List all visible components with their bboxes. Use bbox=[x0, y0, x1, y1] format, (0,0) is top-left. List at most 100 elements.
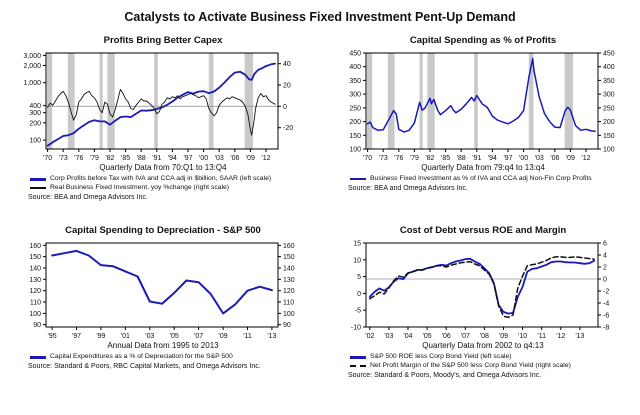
svg-text:'12: '12 bbox=[581, 155, 590, 162]
blue-line-swatch bbox=[30, 177, 46, 181]
svg-text:'02: '02 bbox=[365, 333, 374, 340]
svg-text:'88: '88 bbox=[137, 155, 146, 162]
source-note: Source: Standard & Poors, RBC Capital Ma… bbox=[28, 362, 261, 370]
svg-text:350: 350 bbox=[349, 78, 361, 85]
legend: Corp Profits before Tax with IVA and CCA… bbox=[30, 175, 320, 193]
svg-text:400: 400 bbox=[29, 103, 41, 110]
svg-text:'79: '79 bbox=[410, 155, 419, 162]
svg-text:250: 250 bbox=[603, 105, 615, 112]
source-note: Source: BEA and Omega Advisors Inc. bbox=[28, 193, 148, 201]
legend-label: S&P 500 ROE less Corp Bond Yield (left s… bbox=[370, 353, 512, 360]
chart-title-capex-pct-profits: Capital Spending as % of Profits bbox=[409, 35, 557, 46]
legend-item: Business Fixed Investment as % of IVA an… bbox=[350, 175, 640, 184]
svg-text:'85: '85 bbox=[121, 155, 130, 162]
xaxis-caption: Quarterly Data from 70:Q1 to 13:Q4 bbox=[99, 163, 227, 172]
svg-text:'06: '06 bbox=[442, 333, 451, 340]
svg-text:10: 10 bbox=[353, 257, 361, 264]
legend-item: Net Profit Margin of the S&P 500 less Co… bbox=[350, 362, 640, 371]
svg-text:'88: '88 bbox=[457, 155, 466, 162]
svg-text:140: 140 bbox=[29, 266, 41, 273]
svg-text:110: 110 bbox=[30, 300, 41, 307]
legend-item: Corp Profits before Tax with IVA and CCA… bbox=[30, 175, 320, 184]
svg-text:150: 150 bbox=[283, 254, 295, 261]
svg-text:'99: '99 bbox=[96, 333, 105, 340]
svg-text:450: 450 bbox=[349, 51, 361, 58]
svg-text:100: 100 bbox=[29, 311, 41, 318]
svg-text:90: 90 bbox=[33, 322, 41, 329]
svg-text:5: 5 bbox=[357, 274, 361, 281]
svg-text:'97: '97 bbox=[183, 155, 192, 162]
svg-text:'85: '85 bbox=[441, 155, 450, 162]
svg-text:350: 350 bbox=[603, 78, 615, 85]
svg-text:150: 150 bbox=[603, 133, 615, 140]
black-line-swatch bbox=[30, 187, 46, 190]
svg-text:100: 100 bbox=[349, 147, 361, 154]
svg-text:100: 100 bbox=[603, 147, 615, 154]
svg-text:'94: '94 bbox=[168, 155, 177, 162]
svg-text:400: 400 bbox=[603, 64, 615, 71]
svg-text:'70: '70 bbox=[43, 155, 52, 162]
svg-text:120: 120 bbox=[29, 288, 41, 295]
svg-text:'73: '73 bbox=[379, 155, 388, 162]
legend-label: Real Business Fixed Investment, yoy %cha… bbox=[50, 183, 230, 191]
legend: Capital Expenditures as a % of Depreciat… bbox=[30, 353, 320, 362]
source-note: Source: Standard & Poors, Moody's, and O… bbox=[348, 371, 542, 379]
blue-line-swatch bbox=[350, 355, 366, 359]
svg-text:'12: '12 bbox=[556, 333, 565, 340]
svg-text:'82: '82 bbox=[425, 155, 434, 162]
svg-text:'12: '12 bbox=[261, 155, 270, 162]
svg-text:120: 120 bbox=[283, 288, 295, 295]
svg-text:'73: '73 bbox=[59, 155, 68, 162]
svg-text:-2: -2 bbox=[603, 289, 609, 296]
svg-text:200: 200 bbox=[349, 119, 361, 126]
svg-text:3,000: 3,000 bbox=[23, 53, 41, 60]
svg-text:15: 15 bbox=[353, 241, 361, 248]
svg-text:'95: '95 bbox=[48, 333, 57, 340]
svg-text:150: 150 bbox=[29, 254, 41, 261]
svg-text:'11: '11 bbox=[243, 333, 252, 340]
panel-capex-pct-profits: Capital Spending as % of Profits 100 150 2… bbox=[320, 34, 640, 224]
svg-text:150: 150 bbox=[349, 133, 361, 140]
svg-text:'91: '91 bbox=[152, 155, 161, 162]
svg-text:'91: '91 bbox=[472, 155, 481, 162]
svg-text:0: 0 bbox=[283, 104, 287, 111]
svg-text:100: 100 bbox=[29, 138, 41, 145]
blue-line-swatch bbox=[30, 355, 46, 359]
svg-text:'07: '07 bbox=[461, 333, 470, 340]
legend-item: S&P 500 ROE less Corp Bond Yield (left s… bbox=[350, 353, 640, 362]
panel-cost-of-debt: Cost of Debt versus ROE and Margin -10 -5… bbox=[320, 224, 640, 402]
svg-text:130: 130 bbox=[29, 277, 41, 284]
blue-line-swatch bbox=[350, 178, 366, 181]
svg-text:400: 400 bbox=[349, 64, 361, 71]
svg-text:'11: '11 bbox=[537, 333, 546, 340]
svg-text:'03: '03 bbox=[215, 155, 224, 162]
svg-text:'05: '05 bbox=[423, 333, 432, 340]
svg-text:2,000: 2,000 bbox=[23, 63, 41, 70]
svg-text:90: 90 bbox=[283, 322, 291, 329]
svg-text:'04: '04 bbox=[403, 333, 412, 340]
svg-text:160: 160 bbox=[283, 243, 295, 250]
svg-text:0: 0 bbox=[357, 291, 361, 298]
svg-text:-20: -20 bbox=[283, 125, 293, 132]
source-note: Source: BEA and Omega Advisors Inc. bbox=[348, 184, 468, 192]
page-title: Catalysts to Activate Business Fixed Inv… bbox=[124, 10, 516, 24]
svg-text:1,000: 1,000 bbox=[23, 80, 41, 87]
svg-text:2: 2 bbox=[603, 265, 607, 272]
chart-title-cost-of-debt: Cost of Debt versus ROE and Margin bbox=[399, 225, 567, 236]
svg-text:100: 100 bbox=[283, 311, 295, 318]
svg-text:'01: '01 bbox=[121, 333, 130, 340]
legend-item: Real Business Fixed Investment, yoy %cha… bbox=[30, 184, 320, 193]
svg-text:300: 300 bbox=[349, 92, 361, 99]
svg-text:'70: '70 bbox=[363, 155, 372, 162]
svg-text:0: 0 bbox=[603, 277, 607, 284]
svg-text:-5: -5 bbox=[355, 308, 361, 315]
svg-text:'03: '03 bbox=[384, 333, 393, 340]
svg-text:300: 300 bbox=[603, 92, 615, 99]
svg-text:200: 200 bbox=[603, 119, 615, 126]
svg-text:'82: '82 bbox=[105, 155, 114, 162]
legend-label: Business Fixed Investment as % of IVA an… bbox=[370, 175, 592, 182]
capex-depreciation-chart-canvas: 90 100 110 120 130 140 150 160 90 100 110 120 130 140… bbox=[29, 242, 295, 340]
svg-text:'07: '07 bbox=[194, 333, 203, 340]
svg-text:-8: -8 bbox=[603, 325, 609, 332]
